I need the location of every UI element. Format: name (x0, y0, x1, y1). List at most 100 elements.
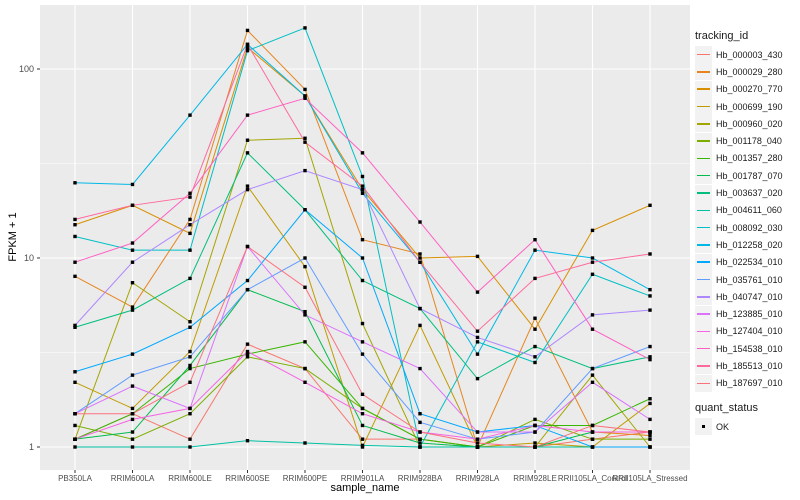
x-tick-label: RRIM928BA (398, 474, 443, 483)
data-point (648, 287, 652, 292)
data-point (303, 256, 307, 260)
data-point (418, 445, 422, 449)
data-point (418, 412, 422, 416)
data-point (590, 313, 595, 317)
x-axis: PB350LA RRIM600LA RRIM600LE RRIM600SE RRIM60… (58, 470, 688, 483)
y-tick-label: 10 (24, 253, 34, 263)
data-point (533, 248, 537, 252)
legend: tracking_id Hb_000003_430 Hb_000029_280 Hb… (695, 30, 783, 436)
data-point (188, 248, 192, 252)
x-tick-label: RRIM928LA (456, 474, 500, 483)
legend-key-icon (695, 340, 712, 358)
data-point (418, 260, 422, 264)
data-point (73, 423, 77, 428)
data-point (303, 366, 307, 371)
data-point (130, 281, 135, 285)
data-point (130, 412, 135, 416)
data-point (245, 342, 250, 346)
data-point (303, 136, 307, 140)
data-point (130, 352, 135, 356)
legend-key-icon (695, 219, 712, 237)
legend-key-icon (695, 201, 712, 219)
data-point (188, 380, 192, 384)
data-point (648, 344, 652, 349)
data-point (590, 327, 595, 331)
legend-label: Hb_000960_020 (716, 118, 783, 129)
data-point (73, 181, 77, 185)
data-point (475, 430, 480, 434)
legend-label: Hb_000029_280 (716, 66, 783, 77)
data-point (245, 187, 250, 192)
data-point (188, 320, 192, 324)
data-point (590, 366, 595, 371)
data-point (188, 217, 192, 222)
data-point (303, 87, 307, 92)
legend-item: Hb_000270_770 (695, 80, 783, 98)
x-tick-label: RRIM600SE (225, 474, 269, 483)
data-point (648, 430, 652, 434)
data-point (648, 397, 652, 401)
x-tick-label: RRIM901LA (341, 474, 385, 483)
data-point (533, 423, 537, 428)
data-point (188, 223, 192, 227)
data-point (533, 237, 537, 242)
y-tick-label: 100 (19, 64, 34, 74)
legend-item: Hb_008092_030 (695, 219, 783, 237)
data-point (418, 366, 422, 371)
data-point (188, 437, 192, 441)
legend-label: Hb_022534_010 (716, 257, 783, 268)
data-point (245, 352, 250, 356)
legend-key-icon (695, 305, 712, 323)
data-point (245, 278, 250, 283)
data-point (418, 306, 422, 311)
legend-label: Hb_035761_010 (716, 274, 783, 285)
legend-item: Hb_001178_040 (695, 132, 783, 150)
data-point (475, 329, 480, 333)
data-point (360, 392, 365, 397)
data-point (245, 184, 250, 188)
data-point (188, 366, 192, 371)
legend-item: Hb_001787_070 (695, 167, 783, 185)
legend-key-icon (695, 167, 712, 185)
data-point (303, 168, 307, 173)
data-point (533, 316, 537, 320)
data-point (360, 423, 365, 428)
legend-key-icon (695, 288, 712, 306)
data-point (130, 373, 135, 377)
data-point (245, 138, 250, 142)
legend-label: Hb_000270_770 (716, 84, 783, 95)
legend-label: Hb_040747_010 (716, 291, 783, 302)
data-point (188, 231, 192, 236)
data-point (360, 256, 365, 260)
data-point (648, 355, 652, 359)
data-point (245, 151, 250, 155)
data-point (245, 244, 250, 249)
data-point (648, 357, 652, 362)
data-point (418, 420, 422, 425)
data-point (188, 355, 192, 359)
legend-key-icon (695, 115, 712, 133)
data-point (360, 278, 365, 283)
data-point (303, 208, 307, 212)
data-point (475, 437, 480, 441)
series-points (73, 26, 652, 449)
data-point (303, 140, 307, 144)
data-point (475, 352, 480, 356)
data-point (360, 352, 365, 356)
data-point (130, 248, 135, 252)
data-point (130, 445, 135, 449)
data-point (418, 441, 422, 445)
data-point (533, 327, 537, 331)
x-tick-label: RRIM928LE (513, 474, 557, 483)
data-point (418, 256, 422, 260)
data-point (648, 252, 652, 256)
data-point (590, 260, 595, 264)
data-point (130, 182, 135, 187)
x-tick-label: PB350LA (58, 474, 92, 483)
data-point (303, 380, 307, 384)
data-point (130, 437, 135, 441)
legend-item: Hb_022534_010 (695, 253, 783, 271)
data-point (245, 28, 250, 33)
